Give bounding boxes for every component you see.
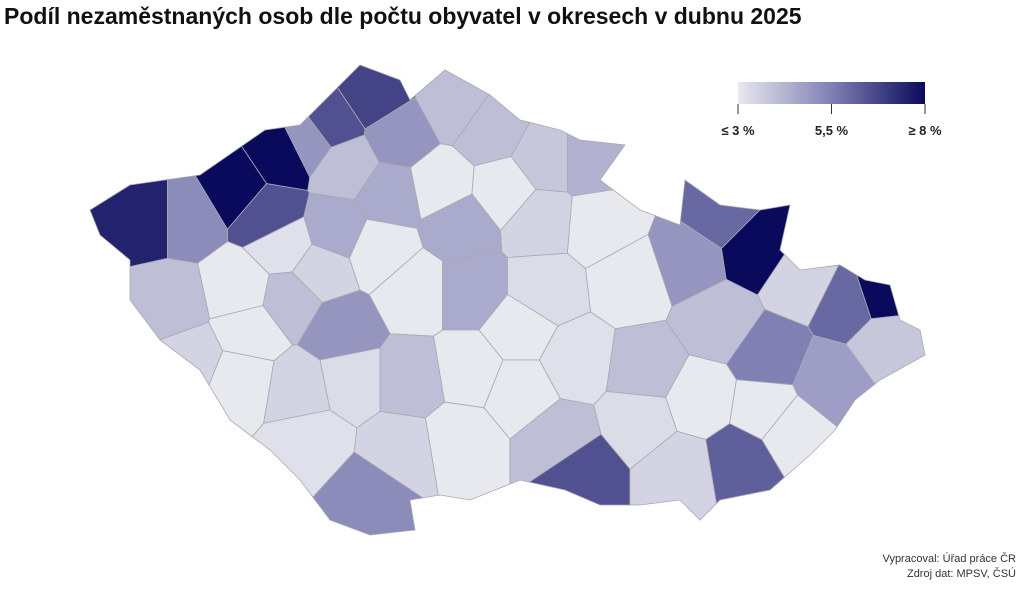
districts (89, 64, 926, 536)
map-title: Podíl nezaměstnaných osob dle počtu obyv… (4, 3, 802, 29)
district (567, 133, 626, 197)
district (312, 451, 425, 536)
district (89, 179, 168, 268)
district (845, 315, 926, 385)
district (291, 243, 361, 303)
district (680, 179, 761, 250)
district (629, 430, 717, 521)
source-line: Vypracoval: Úřad práce ČR (883, 552, 1017, 565)
source-line: Zdroj dat: MPSV, ČSÚ (907, 567, 1016, 580)
district (665, 278, 766, 365)
legend-label: ≥ 8 % (908, 123, 942, 138)
legend: ≤ 3 % 5,5 % ≥ 8 % (721, 82, 942, 138)
district (379, 333, 445, 419)
legend-label: ≤ 3 % (721, 123, 755, 138)
district (855, 274, 900, 320)
legend-bar (738, 82, 925, 104)
legend-label: 5,5 % (815, 123, 849, 138)
